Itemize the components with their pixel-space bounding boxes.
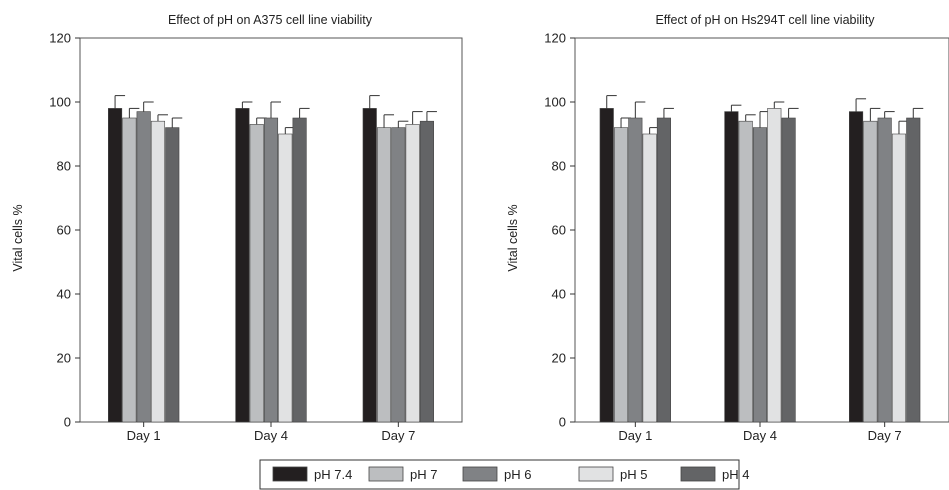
bar <box>292 117 307 423</box>
bar <box>724 111 739 423</box>
legend-swatch <box>272 466 308 482</box>
chart-a375: Effect of pH on A375 cell line viability… <box>11 13 463 443</box>
legend-label: pH 4 <box>722 467 749 482</box>
y-axis-label: Vital cells % <box>506 204 520 271</box>
bar <box>642 133 657 423</box>
y-tick-label: 60 <box>57 223 71 238</box>
bar <box>613 127 629 423</box>
chart-title: Effect of pH on A375 cell line viability <box>168 13 373 27</box>
y-tick-label: 100 <box>49 95 71 110</box>
bar <box>376 127 392 423</box>
bar <box>891 133 907 423</box>
bar <box>752 127 768 423</box>
legend-label: pH 7.4 <box>314 467 352 482</box>
bar <box>136 111 151 423</box>
legend: pH 7.4 pH 7 pH 6 pH 5 pH 4 <box>259 459 749 490</box>
bar <box>877 117 892 423</box>
bar <box>767 108 782 423</box>
bar <box>656 117 671 423</box>
legend-swatch <box>578 466 614 482</box>
y-tick-label: 120 <box>49 31 71 46</box>
bar <box>150 120 166 423</box>
bar <box>738 120 753 423</box>
legend-label: pH 5 <box>620 467 647 482</box>
x-tick-label: Day 1 <box>618 428 652 443</box>
bar <box>249 124 264 423</box>
bar <box>419 120 434 423</box>
chart-hs294t: Effect of pH on Hs294T cell line viabili… <box>506 13 949 443</box>
bar <box>263 117 279 423</box>
bar <box>391 127 406 423</box>
x-tick-label: Day 4 <box>743 428 777 443</box>
y-axis-label: Vital cells % <box>11 204 25 271</box>
y-tick-label: 60 <box>552 223 566 238</box>
bar <box>863 120 878 423</box>
bar <box>628 117 643 423</box>
bar <box>405 124 420 423</box>
legend-label: pH 7 <box>410 467 437 482</box>
y-tick-label: 40 <box>57 287 71 302</box>
plot-area: 0 20 40 60 80 100 120 Day 1 Day 4 Day 7 <box>544 31 949 443</box>
legend-label: pH 6 <box>504 467 531 482</box>
bar <box>165 127 180 423</box>
x-tick-label: Day 1 <box>127 428 161 443</box>
y-tick-label: 20 <box>552 351 566 366</box>
bar <box>235 108 250 423</box>
bar <box>781 117 796 423</box>
bar <box>362 108 377 423</box>
bar <box>849 111 864 423</box>
y-tick-label: 80 <box>552 159 566 174</box>
y-tick-label: 20 <box>57 351 71 366</box>
bar <box>906 117 921 423</box>
y-tick-label: 0 <box>559 415 566 430</box>
legend-swatch <box>462 466 498 482</box>
x-tick-label: Day 7 <box>381 428 415 443</box>
bar <box>122 117 137 423</box>
legend-swatch <box>368 466 404 482</box>
y-tick-label: 100 <box>544 95 566 110</box>
chart-title: Effect of pH on Hs294T cell line viabili… <box>655 13 875 27</box>
y-tick-label: 80 <box>57 159 71 174</box>
bar <box>278 133 293 423</box>
x-tick-label: Day 7 <box>868 428 902 443</box>
y-tick-label: 40 <box>552 287 566 302</box>
legend-frame <box>259 459 740 490</box>
bar <box>599 108 614 423</box>
plot-area: 0 20 40 60 80 100 120 Day 1 Day 4 Day 7 <box>49 31 463 443</box>
bar <box>108 108 123 423</box>
legend-swatch <box>680 466 716 482</box>
y-tick-label: 0 <box>64 415 71 430</box>
x-tick-label: Day 4 <box>254 428 288 443</box>
y-tick-label: 120 <box>544 31 566 46</box>
